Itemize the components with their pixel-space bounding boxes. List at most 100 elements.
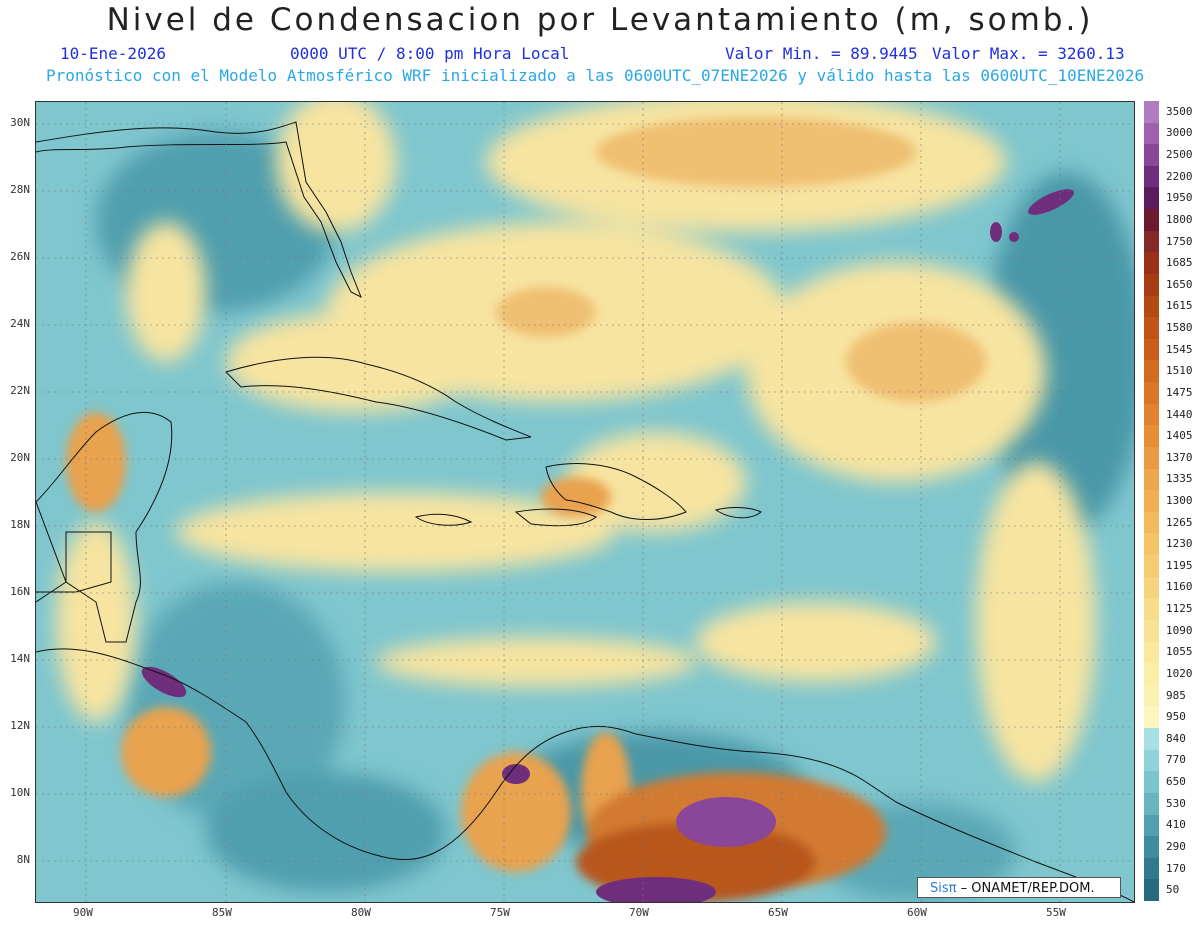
colorbar-swatch — [1144, 836, 1159, 859]
colorbar-label: 170 — [1166, 861, 1186, 875]
lat-label: 18N — [10, 518, 30, 531]
colorbar-label: 770 — [1166, 753, 1186, 767]
colorbar-label: 1195 — [1166, 558, 1193, 572]
lon-label: 90W — [73, 906, 93, 919]
lon-label: 55W — [1046, 906, 1066, 919]
map-title: Nivel de Condensacion por Levantamiento … — [106, 2, 1094, 38]
valid-time: 0000 UTC / 8:00 pm Hora Local — [290, 44, 570, 63]
lat-label: 30N — [10, 116, 30, 129]
colorbar-swatch — [1144, 598, 1159, 621]
lat-label: 16N — [10, 585, 30, 598]
colorbar-label: 2200 — [1166, 169, 1193, 183]
coastlines — [36, 121, 1134, 902]
colorbar-label: 1580 — [1166, 321, 1193, 335]
colorbar-swatch — [1144, 533, 1159, 556]
colorbar-label: 1475 — [1166, 385, 1193, 399]
lon-label: 85W — [212, 906, 232, 919]
onamet-logo: Sisπ – ONAMET/REP.DOM. — [917, 877, 1121, 898]
colorbar-label: 650 — [1166, 775, 1186, 789]
colorbar-swatch — [1144, 706, 1159, 729]
colorbar-swatch — [1144, 555, 1159, 578]
lat-label: 14N — [10, 652, 30, 665]
lat-label: 12N — [10, 719, 30, 732]
colorbar-swatch — [1144, 382, 1159, 405]
map-field — [36, 102, 1134, 902]
colorbar-swatch — [1144, 273, 1159, 297]
lat-label: 20N — [10, 451, 30, 464]
colorbar-label: 1800 — [1166, 212, 1193, 226]
lat-label: 28N — [10, 183, 30, 196]
colorbar-label: 950 — [1166, 710, 1186, 724]
colorbar-swatch — [1144, 576, 1159, 599]
colorbar-label: 2500 — [1166, 148, 1193, 162]
lon-label: 75W — [490, 906, 510, 919]
colorbar-swatch — [1144, 792, 1159, 815]
colorbar-label: 1950 — [1166, 191, 1193, 205]
onamet-credit: – ONAMET/REP.DOM. — [956, 881, 1095, 896]
lon-label: 70W — [629, 906, 649, 919]
colorbar-swatch — [1144, 641, 1159, 664]
colorbar-swatch — [1144, 425, 1159, 448]
colorbar-label: 1650 — [1166, 277, 1193, 291]
colorbar-label: 530 — [1166, 796, 1186, 810]
colorbar-swatch — [1144, 511, 1159, 534]
colorbar-swatch — [1144, 252, 1159, 275]
lat-label: 10N — [10, 786, 30, 799]
colorbar-swatch — [1144, 338, 1159, 361]
colorbar-label: 1440 — [1166, 407, 1193, 421]
colorbar-swatch — [1144, 663, 1159, 686]
forecast-info: Pronóstico con el Modelo Atmosférico WRF… — [46, 66, 1145, 85]
colorbar-swatch — [1144, 446, 1159, 470]
lon-label: 60W — [907, 906, 927, 919]
colorbar-label: 1160 — [1166, 580, 1193, 594]
colorbar-label: 1090 — [1166, 623, 1193, 637]
colorbar-label: 985 — [1166, 688, 1186, 702]
colorbar-swatch — [1144, 187, 1159, 210]
colorbar-label: 3000 — [1166, 126, 1193, 140]
colorbar-label: 1545 — [1166, 342, 1193, 356]
colorbar-swatch — [1144, 814, 1159, 837]
colorbar-label: 1230 — [1166, 537, 1193, 551]
colorbar-swatch — [1144, 468, 1159, 491]
colorbar-label: 1335 — [1166, 472, 1193, 486]
value-min: Valor Min. = 89.9445 — [725, 44, 918, 63]
colorbar-swatch — [1144, 619, 1159, 643]
colorbar-swatch — [1144, 295, 1159, 318]
colorbar-label: 50 — [1166, 883, 1180, 897]
colorbar-swatch — [1144, 771, 1159, 794]
colorbar-label: 1615 — [1166, 299, 1193, 313]
lat-label: 24N — [10, 317, 30, 330]
colorbar-label: 1300 — [1166, 494, 1193, 507]
lon-label: 65W — [768, 906, 788, 919]
colorbar-label: 1265 — [1166, 515, 1193, 529]
colorbar-swatch — [1144, 749, 1159, 772]
colorbar-label: 290 — [1166, 839, 1186, 853]
colorbar-label: 1405 — [1166, 429, 1193, 443]
colorbar-label: 1510 — [1166, 364, 1193, 378]
colorbar-swatch — [1144, 101, 1159, 124]
colorbar-label: 1750 — [1166, 234, 1193, 248]
value-max: Valor Max. = 3260.13 — [932, 44, 1125, 63]
colorbar-label: 1125 — [1166, 602, 1193, 616]
colorbar-label: 410 — [1166, 818, 1186, 832]
colorbar-swatch — [1144, 360, 1159, 383]
colorbar-swatch — [1144, 879, 1159, 902]
colorbar-swatch — [1144, 728, 1159, 751]
colorbar-swatch — [1144, 165, 1159, 188]
colorbar-label: 840 — [1166, 731, 1186, 745]
lat-label: 8N — [16, 853, 30, 866]
purple-cells — [141, 189, 1074, 902]
colorbar-swatch — [1144, 122, 1159, 145]
graticule — [36, 102, 1134, 902]
lat-label: 26N — [10, 250, 30, 263]
colorbar-label: 3500 — [1166, 104, 1193, 118]
colorbar-swatch — [1144, 857, 1159, 880]
colorbar-swatch — [1144, 490, 1159, 513]
lat-label: 22N — [10, 384, 30, 397]
colorbar-swatch — [1144, 684, 1159, 707]
colorbar-swatch — [1144, 144, 1159, 167]
colorbar-swatch — [1144, 317, 1159, 340]
valid-date: 10-Ene-2026 — [60, 44, 166, 63]
colorbar-swatch — [1144, 209, 1159, 232]
lcl-map — [35, 101, 1135, 903]
